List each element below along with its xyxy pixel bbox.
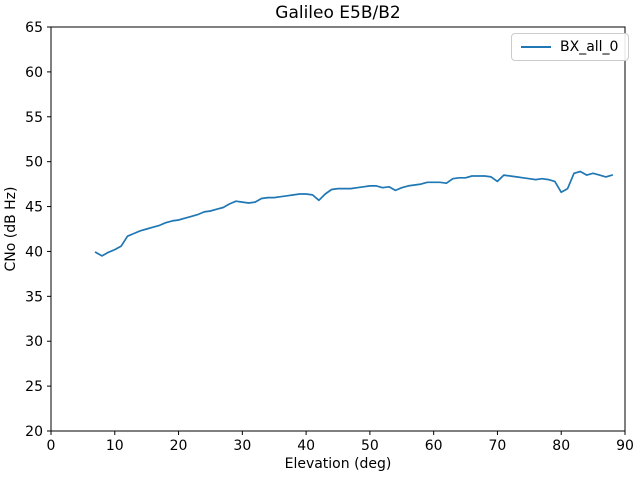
y-tick-label: 60 [25,65,43,81]
x-tick-label: 50 [361,438,379,454]
x-tick-label: 20 [170,438,188,454]
y-tick-label: 35 [25,289,43,305]
y-tick-label: 50 [25,155,43,171]
y-tick-label: 40 [25,244,43,260]
y-tick-label: 55 [25,110,43,126]
plot-border [50,26,626,432]
legend: BX_all_0 [511,33,630,61]
y-tick-label: 25 [25,379,43,395]
x-tick-label: 10 [106,438,124,454]
x-tick-label: 90 [616,438,634,454]
legend-entry-label: BX_all_0 [560,39,619,55]
y-tick-label: 45 [25,200,43,216]
x-axis-label: Elevation (deg) [284,456,392,472]
x-tick-label: 0 [47,438,56,454]
y-tick-label: 20 [25,424,43,440]
y-tick-label: 65 [25,20,43,36]
x-tick-label: 40 [297,438,315,454]
series-line [94,170,614,257]
legend-line-sample [521,46,551,48]
x-tick-label: 30 [233,438,251,454]
x-tick-label: 70 [489,438,507,454]
chart-title: Galileo E5B/B2 [275,3,401,23]
x-tick-label: 60 [425,438,443,454]
x-tick-label: 80 [552,438,570,454]
y-tick-label: 30 [25,334,43,350]
